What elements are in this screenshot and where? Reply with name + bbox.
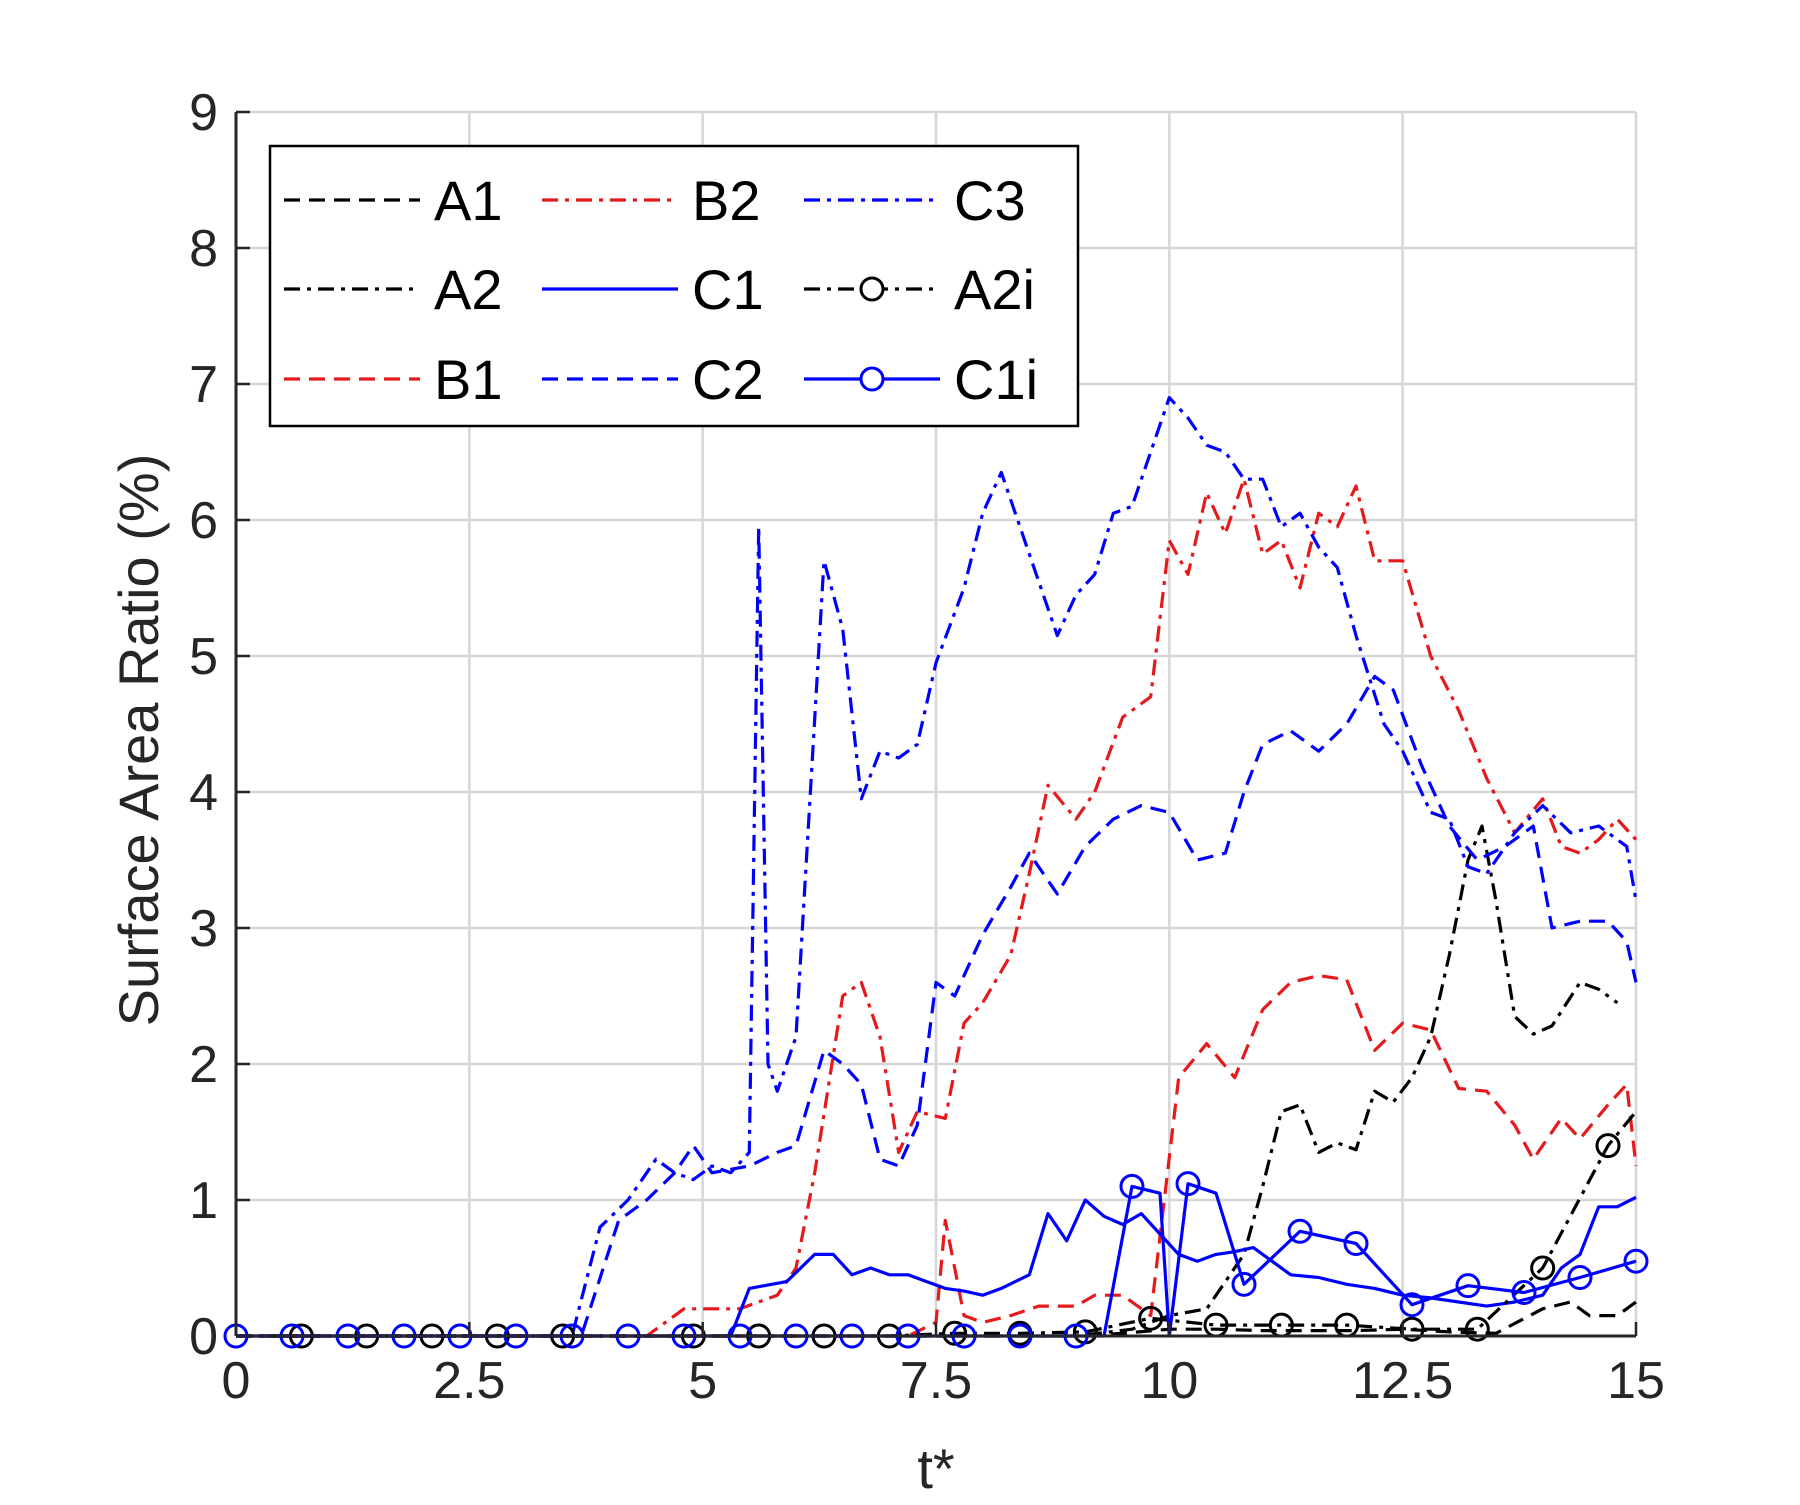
legend-marker [859,276,885,302]
legend-item-A2: A2 [284,258,503,321]
series-A2 [236,824,1619,1338]
data-point-A2i [1399,1316,1425,1342]
legend-item-B2: B2 [542,169,761,232]
data-point-A2i [1138,1305,1164,1331]
legend-label: B2 [692,169,761,232]
x-tick-label: 5 [688,1352,717,1410]
legend-label: C3 [954,169,1026,232]
legend-item-A1: A1 [284,169,503,232]
data-point-C1i [1231,1271,1257,1297]
y-tick-label: 8 [189,220,218,278]
legend-item-C2: C2 [542,348,764,411]
data-point-C1i [1287,1218,1313,1244]
legend-label: B1 [434,348,503,411]
y-tick-label: 0 [189,1308,218,1366]
legend-label: C1 [692,258,764,321]
x-tick-label: 10 [1140,1352,1198,1410]
y-tick-label: 7 [189,356,218,414]
series-line-B1 [236,973,1638,1338]
x-tick-label: 0 [222,1352,251,1410]
y-tick-label: 5 [189,628,218,686]
series-C2 [236,674,1638,1338]
legend-label: A2 [434,258,503,321]
legend-marker [859,366,885,392]
data-point-C1i [1455,1273,1481,1299]
y-tick-label: 3 [189,900,218,958]
legend-item-C1i: C1i [804,348,1038,411]
legend-label: C2 [692,348,764,411]
axes [234,110,1638,1338]
data-point-A2i [1595,1133,1621,1159]
series-line-A2 [236,824,1619,1338]
legend: A1 A2 B1 B2 C1 C2 C3 A2i C1i [268,144,1080,428]
series-B1 [236,973,1638,1338]
data-point-C1i [1567,1265,1593,1291]
x-tick-label: 12.5 [1352,1352,1453,1410]
series-C1 [236,1195,1637,1338]
data-point-C1i [1119,1173,1145,1199]
series-line-C1 [236,1195,1637,1338]
data-point-C1i [1175,1171,1201,1197]
series-line-C2 [236,674,1638,1338]
legend-label: A1 [434,169,503,232]
series-line-C3 [236,396,1638,1338]
series-line-A1 [236,1300,1637,1338]
x-axis-label: t* [917,1437,954,1500]
y-tick-label: 4 [189,764,218,822]
x-tick-label: 2.5 [433,1352,505,1410]
series-A1 [236,1300,1637,1338]
y-axis-label: Surface Area Ratio (%) [107,454,170,1027]
legend-label: A2i [954,258,1035,321]
y-tick-label: 9 [189,84,218,142]
data-point-A2i [1464,1316,1490,1342]
data-point-C1i [1343,1231,1369,1257]
legend-item-B1: B1 [284,348,503,411]
data-point-C1i [1399,1292,1425,1318]
y-tick-label: 1 [189,1172,218,1230]
x-tick-label: 7.5 [900,1352,972,1410]
legend-item-C3: C3 [804,169,1026,232]
data-point-C1i [1511,1279,1537,1305]
y-tick-label: 2 [189,1036,218,1094]
series-C3 [236,396,1638,1338]
tick-labels: 0 2.5 5 7.5 10 12.5 15 0 1 2 3 4 5 6 7 8 9 [189,84,1665,1410]
y-tick-label: 6 [189,492,218,550]
legend-item-A2i: A2i [804,258,1035,321]
series-B2 [236,477,1638,1338]
legend-item-C1: C1 [542,258,764,321]
data-point-C1i [1623,1248,1649,1274]
data-point-A2i [1530,1255,1556,1281]
series-line-B2 [236,477,1638,1338]
legend-label: C1i [954,348,1038,411]
x-tick-label: 15 [1607,1352,1665,1410]
